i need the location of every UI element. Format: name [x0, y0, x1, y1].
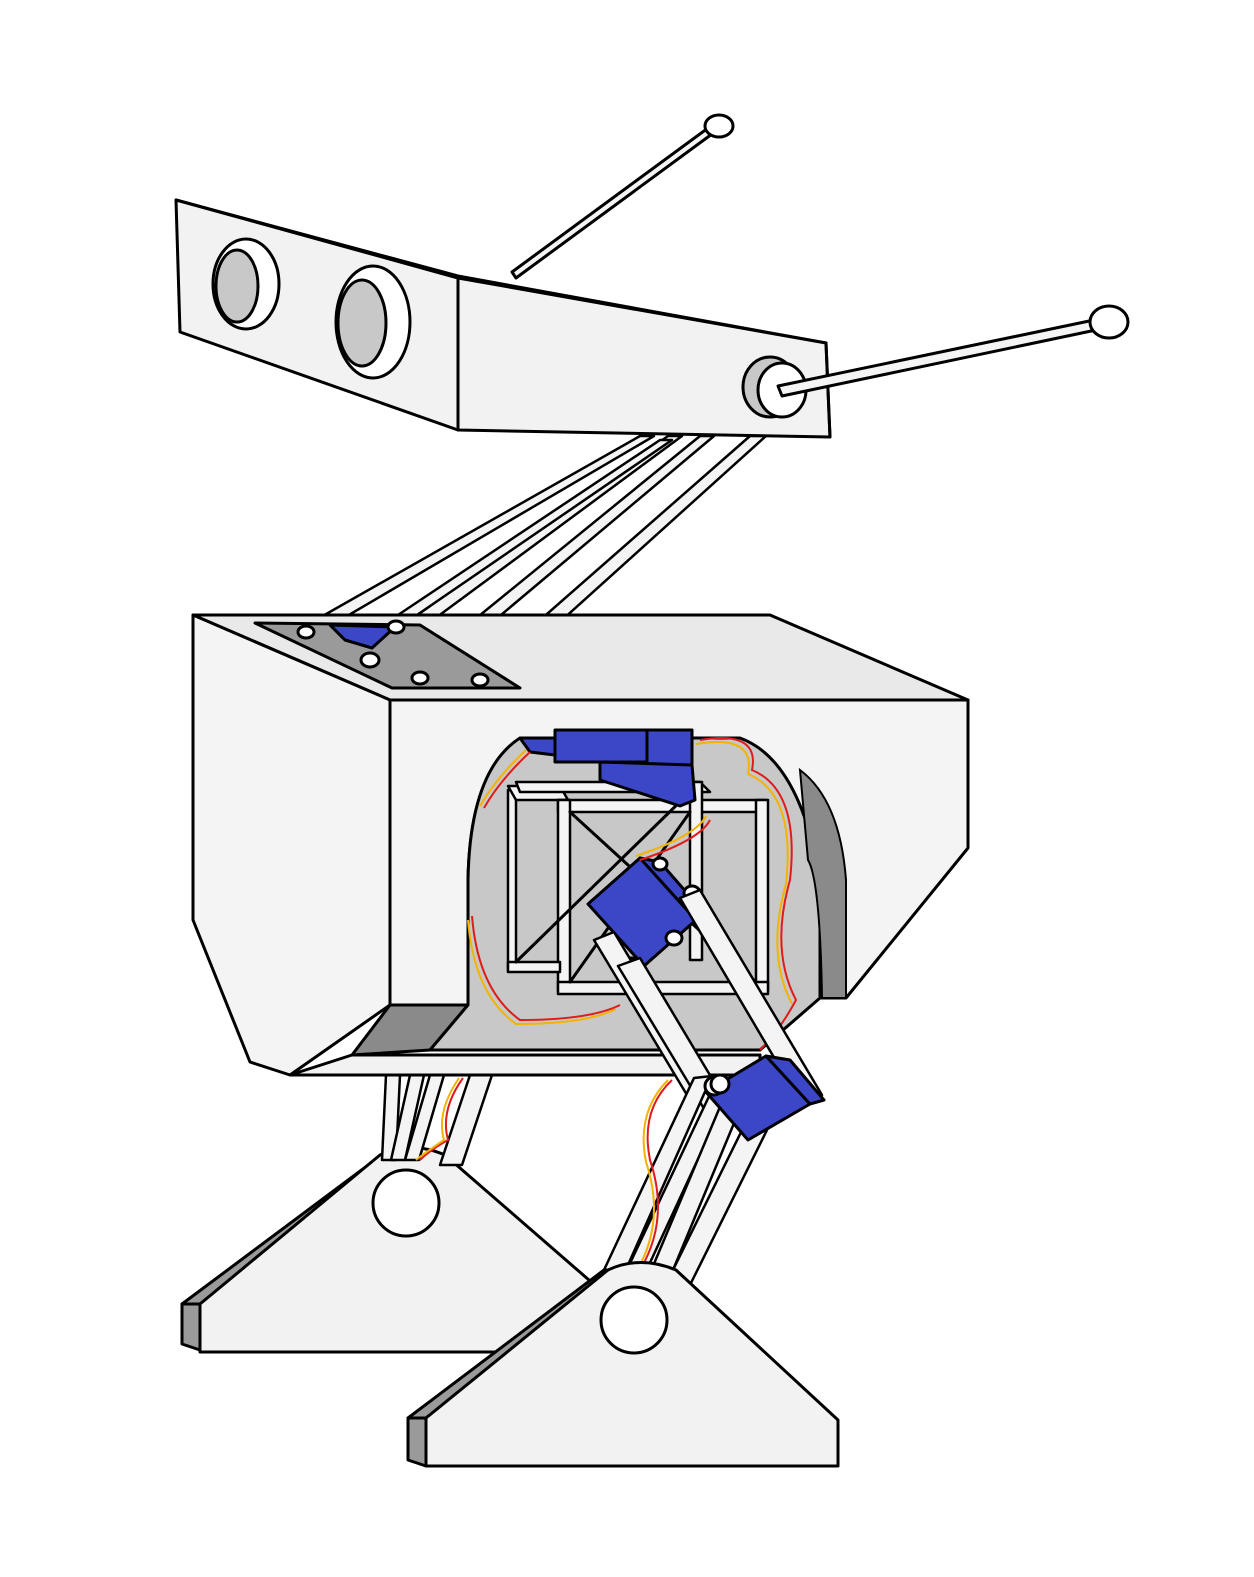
sensor-eye-left	[211, 237, 281, 331]
wiring	[467, 737, 798, 1051]
antenna-socket	[741, 355, 808, 419]
head	[174, 198, 832, 439]
neck-mount-plate	[253, 621, 522, 690]
antenna-front	[776, 304, 1130, 398]
antenna-rear	[510, 113, 735, 280]
servo-knee	[703, 1054, 826, 1142]
frame-cube	[506, 780, 770, 996]
antenna-tip	[703, 113, 735, 139]
front-foot	[406, 1261, 840, 1468]
antenna-tip	[1088, 304, 1130, 340]
back-foot-joint	[371, 1168, 441, 1238]
servo-top	[518, 728, 697, 808]
sensor-eye-right	[334, 264, 412, 380]
front-foot-joint	[599, 1285, 669, 1355]
front-leg-rods	[592, 888, 824, 1287]
